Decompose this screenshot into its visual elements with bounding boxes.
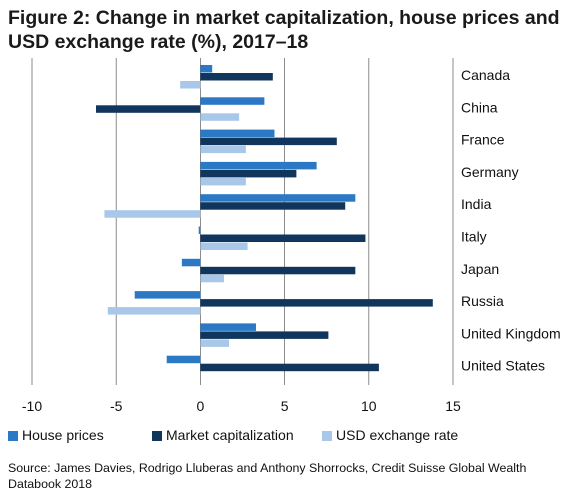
- bar-usd-exchange-rate-china: [200, 113, 240, 121]
- bar-house-prices-france: [200, 129, 275, 138]
- source-line-1: Source: James Davies, Rodrigo Lluberas a…: [8, 461, 527, 475]
- category-label-canada: Canada: [461, 67, 510, 83]
- bar-house-prices-italy: [198, 226, 201, 234]
- x-tick-label: 5: [281, 398, 289, 414]
- bar-usd-exchange-rate-japan: [200, 274, 224, 283]
- legend-label-house-prices: House prices: [22, 427, 104, 443]
- bar-market-capitalization-india: [200, 202, 346, 210]
- category-label-russia: Russia: [461, 293, 504, 309]
- bar-house-prices-united-kingdom: [200, 323, 256, 331]
- bar-market-capitalization-united-states: [200, 363, 379, 372]
- bar-market-capitalization-japan: [200, 266, 356, 275]
- source-line-2: Databook 2018: [8, 477, 93, 491]
- chart-title-line-1: Figure 2: Change in market capitalizatio…: [8, 7, 560, 29]
- bar-market-capitalization-italy: [200, 234, 366, 242]
- chart-title-line-2: USD exchange rate (%), 2017–18: [8, 31, 309, 53]
- x-tick-label: -5: [110, 398, 123, 414]
- bar-house-prices-united-states: [166, 355, 201, 364]
- source-note: Source: James Davies, Rodrigo Lluberas a…: [8, 460, 564, 492]
- bar-market-capitalization-china: [95, 105, 201, 113]
- category-label-france: France: [461, 132, 505, 148]
- legend-swatch-usd-exchange-rate: [322, 431, 332, 441]
- category-label-united-states: United States: [461, 358, 545, 374]
- category-label-italy: Italy: [461, 229, 487, 245]
- chart-title: Figure 2: Change in market capitalizatio…: [8, 6, 564, 54]
- bar-market-capitalization-united-kingdom: [200, 331, 329, 339]
- bar-market-capitalization-canada: [200, 73, 273, 81]
- bar-house-prices-canada: [200, 65, 213, 73]
- x-tick-label: -10: [22, 398, 42, 414]
- x-tick-label: 0: [197, 398, 205, 414]
- category-label-india: India: [461, 196, 492, 212]
- bar-house-prices-china: [200, 97, 265, 105]
- category-label-united-kingdom: United Kingdom: [461, 325, 561, 341]
- legend-label-market-capitalization: Market capitalization: [166, 427, 294, 443]
- bar-house-prices-russia: [134, 291, 201, 299]
- bar-market-capitalization-france: [200, 137, 337, 146]
- bar-house-prices-india: [200, 194, 356, 202]
- bar-usd-exchange-rate-india: [104, 210, 201, 218]
- legend-swatch-house-prices: [8, 431, 18, 441]
- bar-market-capitalization-germany: [200, 169, 297, 178]
- category-label-germany: Germany: [461, 164, 519, 180]
- category-label-japan: Japan: [461, 261, 499, 277]
- category-label-china: China: [461, 99, 498, 115]
- bar-usd-exchange-rate-russia: [107, 307, 201, 315]
- legend-label-usd-exchange-rate: USD exchange rate: [336, 427, 458, 443]
- bar-usd-exchange-rate-italy: [200, 242, 248, 250]
- bar-house-prices-germany: [200, 161, 317, 170]
- bar-usd-exchange-rate-canada: [180, 81, 201, 89]
- bar-usd-exchange-rate-france: [200, 145, 246, 154]
- x-tick-label: 15: [445, 398, 461, 414]
- bar-usd-exchange-rate-germany: [200, 177, 246, 186]
- bar-usd-exchange-rate-united-kingdom: [200, 339, 230, 347]
- x-tick-label: 10: [361, 398, 377, 414]
- bar-house-prices-japan: [181, 258, 201, 267]
- legend-swatch-market-capitalization: [152, 431, 162, 441]
- bar-market-capitalization-russia: [200, 299, 433, 307]
